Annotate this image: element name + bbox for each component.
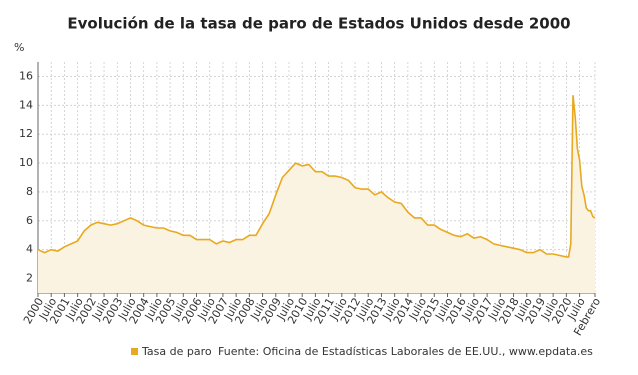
y-unit: %: [14, 41, 24, 54]
legend-label: Tasa de paro: [141, 345, 212, 358]
chart-title: Evolución de la tasa de paro de Estados …: [67, 15, 570, 33]
legend-swatch: [131, 348, 138, 355]
y-tick-label: 4: [26, 243, 33, 256]
area: [38, 95, 595, 293]
y-tick-label: 10: [19, 156, 33, 169]
y-tick-label: 12: [19, 127, 33, 140]
line: [37, 95, 596, 258]
y-tick-label: 16: [19, 69, 33, 82]
source: Fuente: Oficina de Estadísticas Laborale…: [218, 345, 593, 358]
y-tick-label: 6: [26, 214, 33, 227]
y-tick-label: 2: [26, 272, 33, 285]
y-tick-label: 14: [19, 98, 33, 111]
y-tick-label: 8: [26, 185, 33, 198]
